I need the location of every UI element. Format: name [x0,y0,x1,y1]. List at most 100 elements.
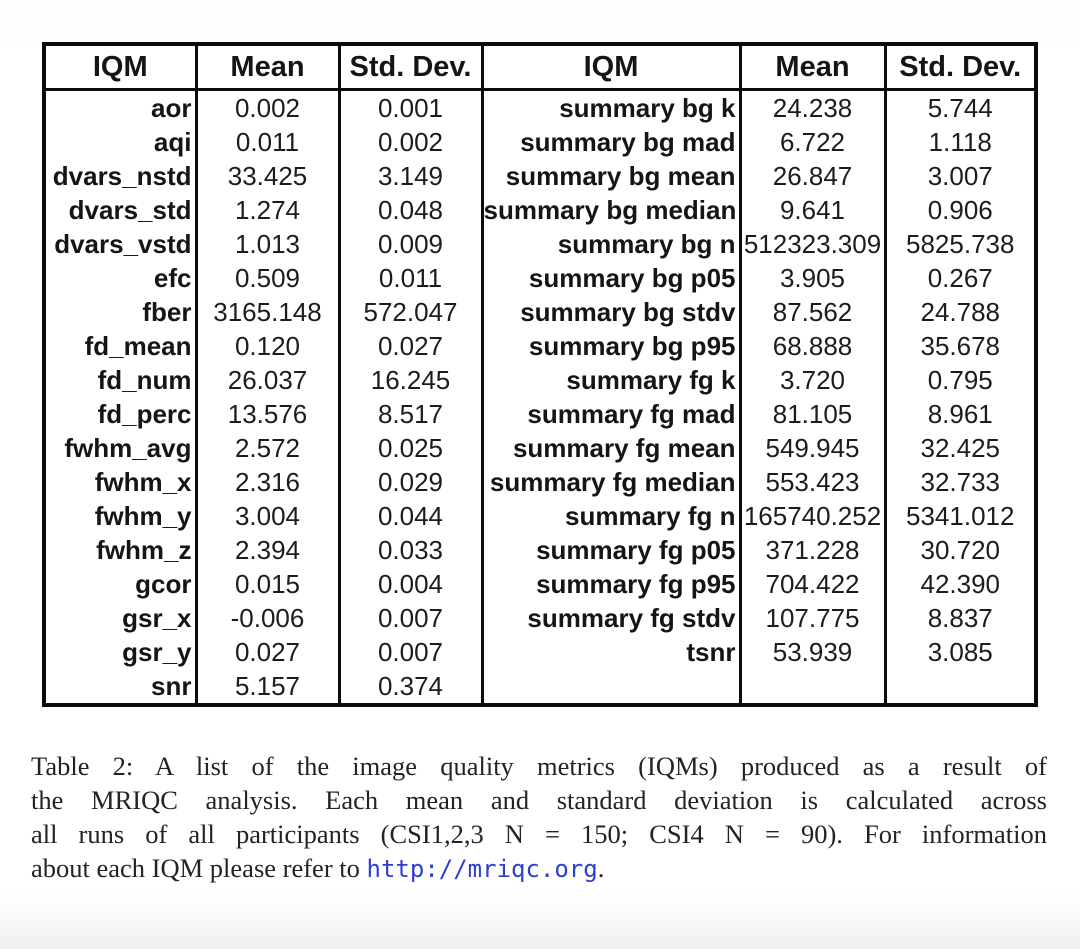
std-value-cell: 0.004 [337,567,482,601]
table-row: fwhm_z 2.394 0.033 summary fg p05 371.228 30.… [44,533,1036,567]
table-row: fd_mean 0.120 0.027 summary bg p95 68.888 35.… [44,329,1036,363]
std-value-cell: 8.837 [883,601,1036,635]
table-body: aor 0.002 0.001 summary bg k 24.238 5.744 aqi 0… [44,89,1036,705]
mean-value-cell: 0.002 [194,89,339,125]
mean-value-cell: 6.722 [738,125,885,159]
iqm-label-cell: fd_num [97,365,192,395]
iqm-label-cell: summary fg mad [480,397,740,431]
mean-value-cell: 3.720 [738,363,885,397]
iqm-label-cell: gcor [135,569,192,599]
mean-value-cell: 1.013 [194,227,339,261]
mean-value-cell: 3165.148 [194,295,339,329]
iqm-label-cell: summary bg n [480,227,740,261]
mean-value-cell: 0.509 [194,261,339,295]
std-value-cell: 0.025 [337,431,482,465]
std-value-cell: 30.720 [883,533,1036,567]
mean-value-cell: 1.274 [194,193,339,227]
mean-value-cell: 512323.309 [738,227,885,261]
mean-value-cell: 26.847 [738,159,885,193]
iqm-label-cell: aor [151,93,192,123]
iqm-label-cell: gsr_x [122,603,192,633]
caption-line-4-suffix: . [597,853,605,883]
std-value-cell: 3.085 [883,635,1036,669]
std-value-cell: 0.007 [337,601,482,635]
mean-value-cell: 549.945 [738,431,885,465]
std-value-cell: 0.906 [883,193,1036,227]
mean-value-cell: 13.576 [194,397,339,431]
mean-value-cell: 0.027 [194,635,339,669]
iqm-label-cell: efc [153,263,192,293]
std-value-cell: 0.374 [337,669,482,705]
mean-value-cell: 553.423 [738,465,885,499]
iqm-label-cell: fd_perc [97,399,192,429]
iqm-label-cell: summary fg median [480,465,740,499]
mean-value-cell: 165740.252 [738,499,885,533]
mean-value-cell: 33.425 [194,159,339,193]
col-header-mean-left: Mean [194,44,339,91]
std-value-cell: 35.678 [883,329,1036,363]
table-row: dvars_std 1.274 0.048 summary bg median 9.64… [44,193,1036,227]
table-row: gsr_y 0.027 0.007 tsnr 53.939 3.085 [44,635,1036,669]
col-header-stddev-right: Std. Dev. [883,44,1036,91]
mean-value-cell: 2.316 [194,465,339,499]
mean-value-cell: 87.562 [738,295,885,329]
table-row: fd_num 26.037 16.245 summary fg k 3.720 0.795 [44,363,1036,397]
mean-value-cell: 24.238 [738,89,885,125]
std-value-cell: 3.007 [883,159,1036,193]
mean-value-cell [738,669,885,705]
mean-value-cell: 2.572 [194,431,339,465]
iqm-label-cell: summary fg p05 [480,533,740,567]
iqm-label-cell: summary fg stdv [480,601,740,635]
iqm-label-cell: snr [151,671,192,701]
mean-value-cell: 53.939 [738,635,885,669]
std-value-cell: 1.118 [883,125,1036,159]
mean-value-cell: 3.004 [194,499,339,533]
table-row: gcor 0.015 0.004 summary fg p95 704.422 42.39… [44,567,1036,601]
iqm-label-cell: summary bg mad [480,125,740,159]
std-value-cell: 0.001 [337,89,482,125]
iqm-label-cell: summary fg n [480,499,740,533]
std-value-cell: 0.009 [337,227,482,261]
caption-line-4: about each IQM please refer to http://mr… [31,851,1047,886]
mean-value-cell: 2.394 [194,533,339,567]
iqm-label-cell: summary bg p05 [480,261,740,295]
caption-line-1: Table 2: A list of the image quality met… [31,751,1047,781]
table-row: gsr_x -0.006 0.007 summary fg stdv 107.775 8.… [44,601,1036,635]
std-value-cell: 5.744 [883,89,1036,125]
table-row: fber 3165.148 572.047 summary bg stdv 87.562… [44,295,1036,329]
table-row: fd_perc 13.576 8.517 summary fg mad 81.105 8.… [44,397,1036,431]
std-value-cell: 0.029 [337,465,482,499]
col-header-iqm-right: IQM [480,44,740,91]
std-value-cell: 0.002 [337,125,482,159]
iqm-label-cell: aqi [153,127,192,157]
iqm-label-cell [480,669,740,705]
mean-value-cell: 68.888 [738,329,885,363]
mean-value-cell: 81.105 [738,397,885,431]
std-value-cell: 0.027 [337,329,482,363]
iqm-label-cell: summary bg k [480,89,740,125]
mean-value-cell: 107.775 [738,601,885,635]
iqm-label-cell: summary fg k [480,363,740,397]
std-value-cell: 42.390 [883,567,1036,601]
std-value-cell: 0.007 [337,635,482,669]
std-value-cell [883,669,1036,705]
std-value-cell: 5341.012 [883,499,1036,533]
mean-value-cell: 704.422 [738,567,885,601]
mean-value-cell: 0.120 [194,329,339,363]
iqm-label-cell: summary bg median [480,193,740,227]
table-row: snr 5.157 0.374 [44,669,1036,705]
mean-value-cell: 26.037 [194,363,339,397]
iqm-label-cell: fwhm_z [96,535,192,565]
caption-line-4-prefix: about each IQM please refer to [31,853,367,883]
table-row: fwhm_y 3.004 0.044 summary fg n 165740.252 53… [44,499,1036,533]
std-value-cell: 572.047 [337,295,482,329]
std-value-cell: 16.245 [337,363,482,397]
header-row: IQM Mean Std. Dev. IQM Mean Std. Dev. [44,44,1036,91]
iqm-label-cell: fber [142,297,192,327]
mean-value-cell: 3.905 [738,261,885,295]
mriqc-link[interactable]: http://mriqc.org [366,855,598,883]
mean-value-cell: 0.011 [194,125,339,159]
table-row: efc 0.509 0.011 summary bg p05 3.905 0.267 [44,261,1036,295]
std-value-cell: 0.033 [337,533,482,567]
iqm-label-cell: tsnr [480,635,740,669]
